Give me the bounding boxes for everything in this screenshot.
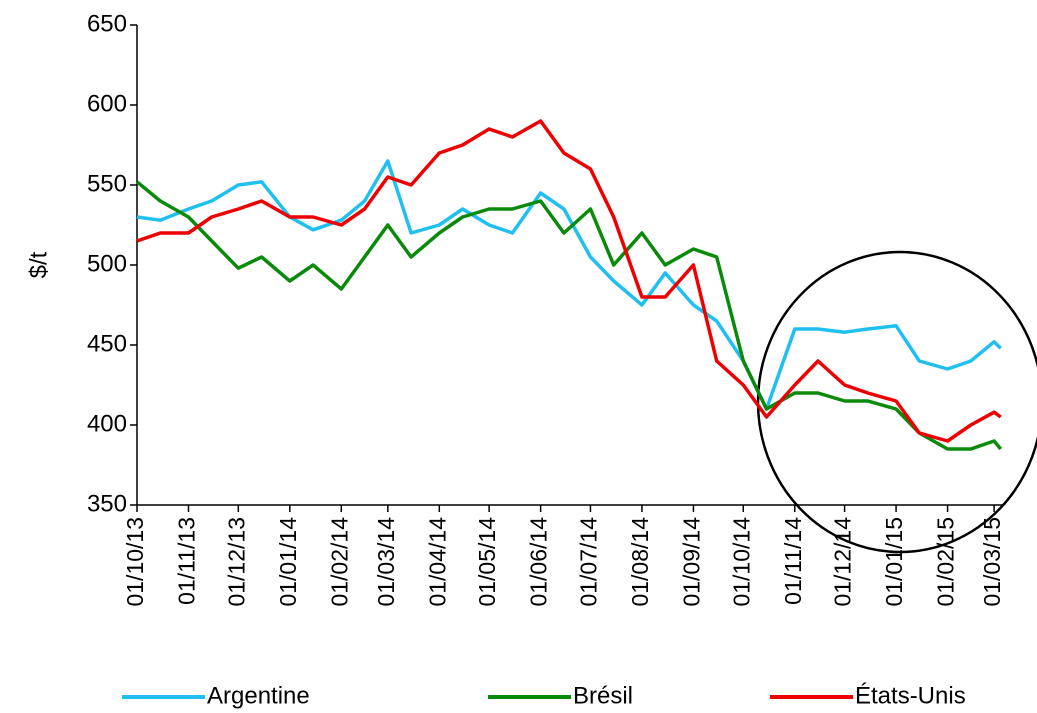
x-tick-label: 01/02/14 — [326, 517, 352, 607]
series-line — [136, 119, 1002, 443]
legend-label: Brésil — [573, 682, 633, 709]
x-tick-label: 01/05/14 — [474, 517, 500, 607]
legend-label: Argentine — [207, 682, 310, 709]
y-tick-label: 550 — [87, 170, 127, 197]
y-tick-label: 600 — [87, 90, 127, 117]
x-tick-label: 01/12/14 — [830, 517, 856, 607]
x-tick-label: 01/11/14 — [780, 517, 806, 605]
x-tick-label: 01/03/14 — [373, 517, 399, 607]
x-tick-label: 01/01/15 — [881, 517, 907, 607]
series-line — [135, 180, 1003, 451]
highlight-ellipse — [756, 250, 1037, 554]
x-tick-label: 01/02/15 — [933, 517, 959, 607]
x-tick-label: 01/09/14 — [679, 517, 705, 607]
legend-label: États-Unis — [855, 682, 966, 709]
x-tick-label: 01/11/13 — [174, 517, 200, 605]
y-tick-label: 400 — [87, 410, 127, 437]
x-tick-label: 01/01/14 — [275, 517, 301, 607]
y-tick-label: 350 — [87, 490, 127, 517]
y-tick-label: 650 — [87, 10, 127, 37]
x-tick-label: 01/08/14 — [627, 517, 653, 607]
y-tick-label: 500 — [87, 250, 127, 277]
series-line — [136, 159, 1002, 411]
x-tick-label: 01/10/13 — [122, 517, 148, 607]
y-axis-label: $/t — [25, 251, 52, 278]
x-tick-label: 01/06/14 — [526, 517, 552, 607]
x-tick-label: 01/07/14 — [576, 517, 602, 607]
y-tick-label: 450 — [87, 330, 127, 357]
x-tick-label: 01/10/14 — [728, 517, 754, 607]
x-tick-label: 01/12/13 — [223, 517, 249, 607]
x-tick-label: 01/03/15 — [979, 517, 1005, 607]
x-tick-label: 01/04/14 — [424, 517, 450, 607]
